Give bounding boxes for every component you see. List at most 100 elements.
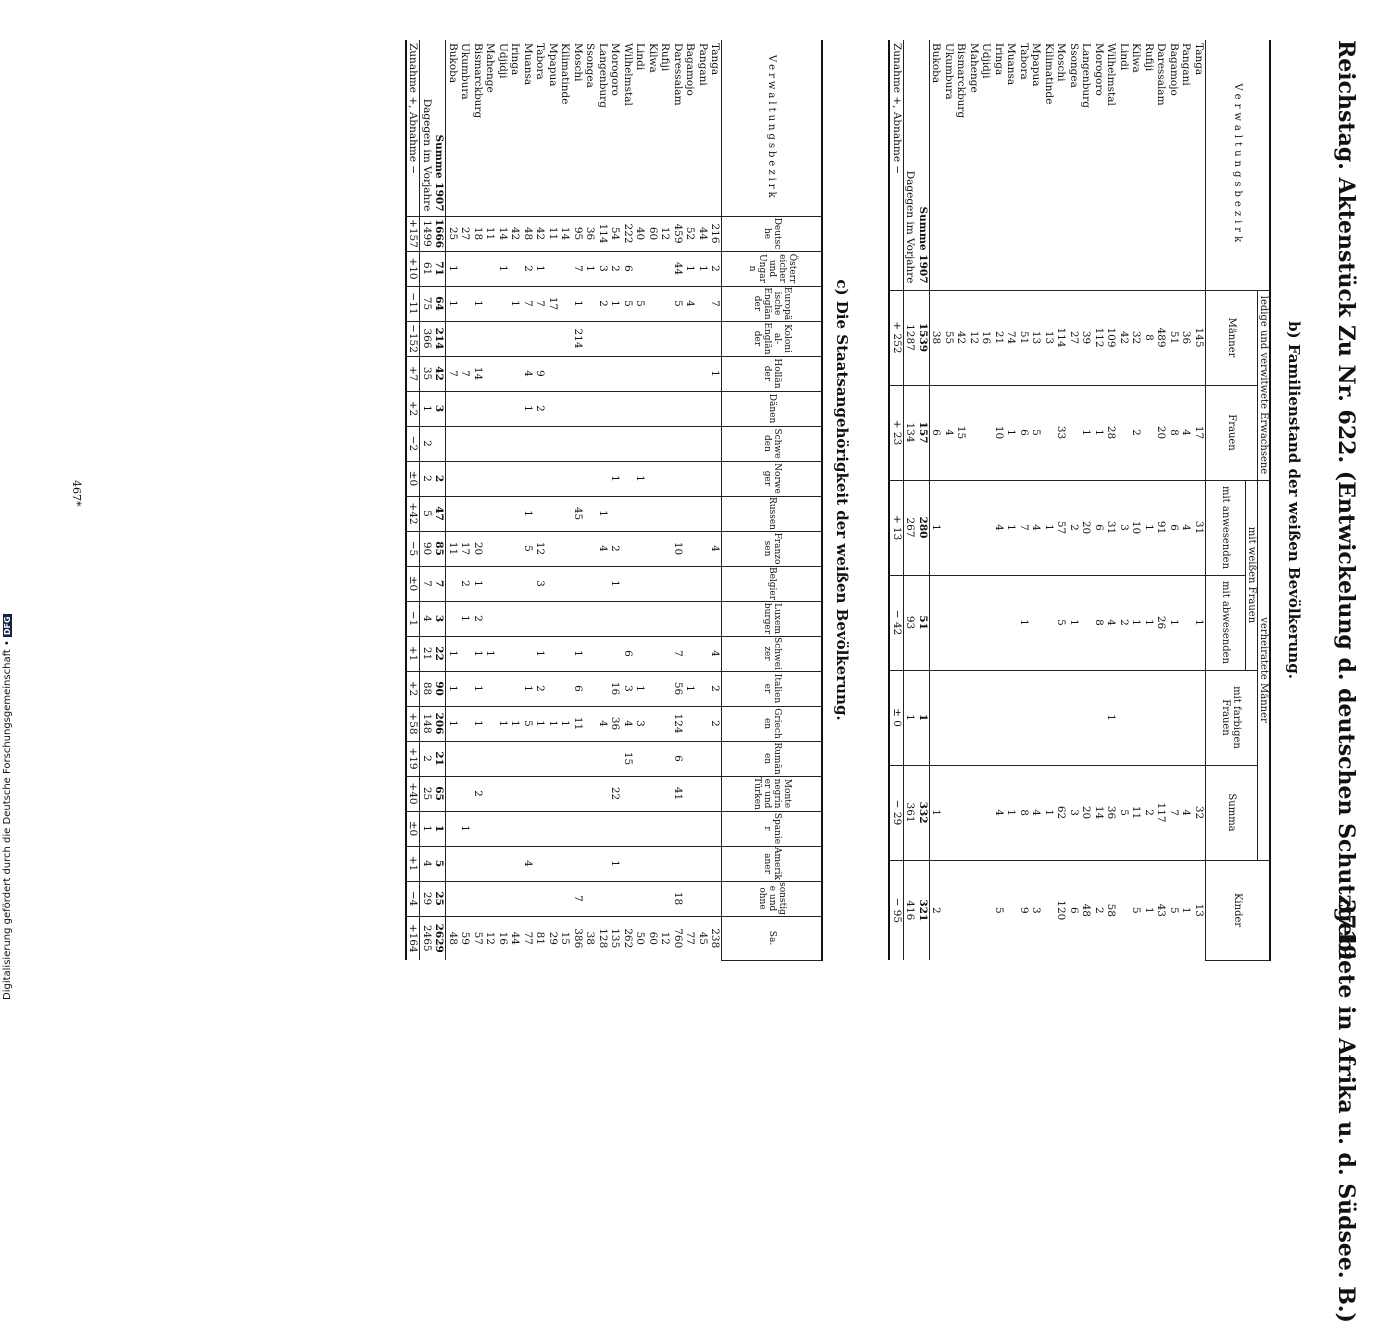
data-cell: 206: [433, 706, 446, 741]
data-cell: 91: [1155, 480, 1168, 576]
table-b-header-kinder: Kinder: [1205, 860, 1270, 961]
table-row: Udjidji 16: [980, 40, 993, 961]
data-cell: [484, 461, 497, 496]
data-cell: [696, 671, 709, 706]
data-cell: 1: [1042, 480, 1055, 576]
data-cell: 7: [534, 286, 547, 321]
data-cell: 25: [446, 216, 459, 251]
data-cell: [967, 765, 980, 861]
data-cell: +42: [406, 496, 420, 531]
data-cell: [484, 776, 497, 811]
data-cell: [559, 461, 572, 496]
row-label: Summe 1907: [433, 40, 446, 216]
data-cell: [929, 575, 943, 671]
data-cell: 1: [471, 706, 484, 741]
data-cell: 6: [1067, 860, 1080, 961]
column-header: Italiener: [722, 671, 822, 706]
data-cell: 29: [546, 916, 559, 960]
data-cell: +2: [406, 671, 420, 706]
data-cell: [684, 531, 697, 566]
data-cell: 8: [1017, 765, 1030, 861]
data-cell: 120: [1055, 860, 1068, 961]
data-cell: 5: [1130, 860, 1143, 961]
data-cell: 7: [433, 566, 446, 601]
row-label: Bismarckburg: [472, 43, 484, 119]
table-row: Udjidji 14 1 1 16: [496, 40, 509, 960]
row-label: Mahenge: [484, 43, 497, 93]
table-row-sum: Summe 1907 1539 157 280 51 1 332 321: [916, 40, 930, 961]
table-c-title: c) Die Staatsangehörigkeit der weißen Be…: [833, 279, 851, 721]
data-cell: 1: [903, 670, 917, 766]
data-cell: [521, 776, 534, 811]
data-cell: [584, 811, 597, 846]
table-row-diff: Zunahme +, Abnahme − +157 +10 −11 −152 +7 +2 −2…: [406, 40, 420, 960]
data-cell: [509, 531, 522, 566]
data-cell: [571, 776, 584, 811]
data-cell: [546, 251, 559, 286]
data-cell: 10: [1130, 480, 1143, 576]
data-cell: 5: [1167, 860, 1180, 961]
data-cell: 8: [1092, 575, 1105, 671]
data-cell: 1: [596, 496, 609, 531]
data-cell: 1: [420, 391, 433, 426]
column-header: Griechen: [722, 706, 822, 741]
data-cell: [709, 776, 722, 811]
data-cell: [459, 391, 472, 426]
row-label: Udjidji: [980, 43, 993, 79]
data-cell: 16: [980, 290, 993, 385]
table-b-header-abwesend: mit abwesenden: [1205, 575, 1246, 671]
data-cell: [496, 601, 509, 636]
data-cell: [634, 251, 647, 286]
table-row: Muansa 48 2 7 4 1 1 5 1 5 4 77: [521, 40, 534, 960]
data-cell: 42: [509, 216, 522, 251]
data-cell: [967, 860, 980, 961]
data-cell: [646, 706, 659, 741]
data-cell: [1017, 670, 1030, 766]
data-cell: [596, 741, 609, 776]
data-cell: 1: [634, 461, 647, 496]
data-cell: [559, 671, 572, 706]
data-cell: [496, 741, 509, 776]
data-cell: [709, 846, 722, 881]
data-cell: 4: [596, 531, 609, 566]
data-cell: 1: [684, 671, 697, 706]
row-label: Tanga: [1193, 43, 1205, 76]
data-cell: [471, 496, 484, 531]
table-row: Ssongea 27 2 1 3 6: [1067, 40, 1080, 961]
data-cell: [509, 636, 522, 671]
data-cell: [546, 601, 559, 636]
row-label: Muansa: [522, 43, 534, 86]
data-cell: 41: [671, 776, 684, 811]
data-cell: 238: [709, 916, 722, 960]
data-cell: −5: [406, 531, 420, 566]
data-cell: 1: [609, 846, 622, 881]
data-cell: [696, 776, 709, 811]
data-cell: [684, 461, 697, 496]
row-label: Bagamojo: [1168, 43, 1180, 96]
data-cell: [696, 391, 709, 426]
data-cell: 280: [916, 480, 930, 576]
data-cell: [509, 461, 522, 496]
data-cell: [446, 846, 459, 881]
data-cell: 1: [420, 811, 433, 846]
data-cell: [509, 426, 522, 461]
data-cell: ±0: [406, 811, 420, 846]
data-cell: 6: [621, 636, 634, 671]
data-cell: [559, 566, 572, 601]
table-row: Kilwa 32 2 10 1 11 5: [1130, 40, 1143, 961]
data-cell: 7: [1017, 480, 1030, 576]
column-header: Holländer: [722, 356, 822, 391]
data-cell: 21: [433, 741, 446, 776]
data-cell: 214: [571, 321, 584, 356]
data-cell: 57: [471, 916, 484, 960]
data-cell: [584, 531, 597, 566]
data-cell: [484, 566, 497, 601]
row-label: Kilimatinde: [559, 43, 572, 105]
data-cell: [659, 636, 672, 671]
column-header: Franzosen: [722, 531, 822, 566]
data-cell: 7: [571, 881, 584, 916]
table-row: Langenburg 114 3 2 1 4 4 128: [596, 40, 609, 960]
data-cell: +58: [406, 706, 420, 741]
data-cell: 36: [609, 706, 622, 741]
data-cell: [484, 426, 497, 461]
